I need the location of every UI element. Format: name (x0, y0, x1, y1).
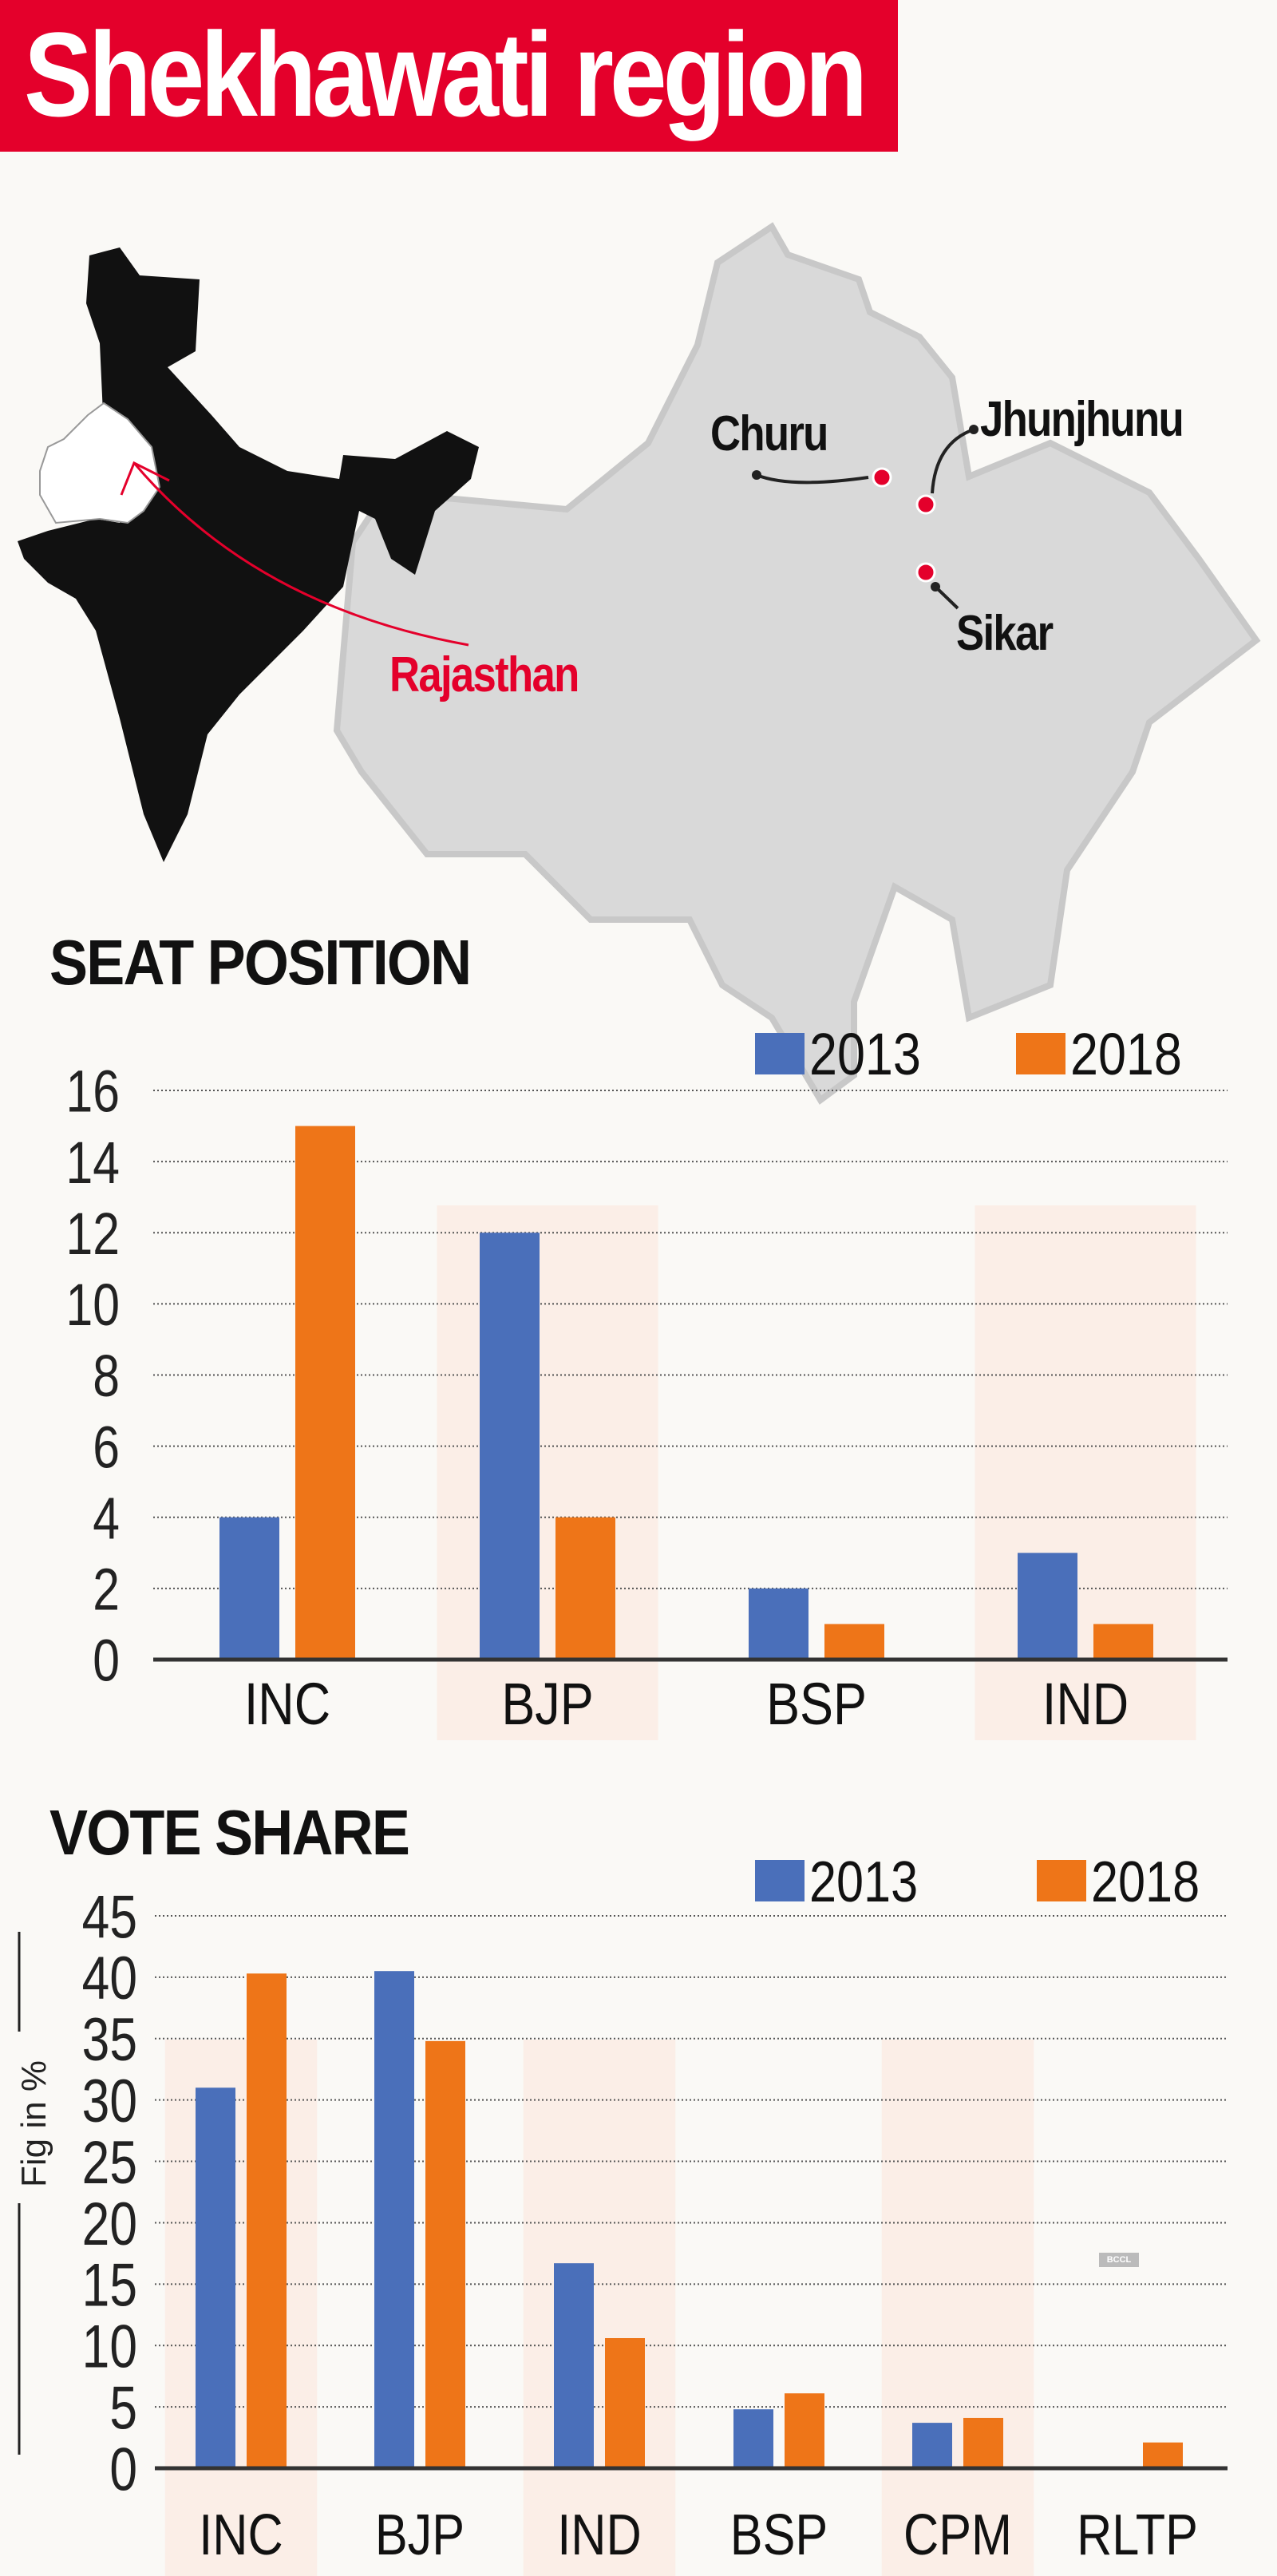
y-tick-label: 30 (82, 2067, 137, 2135)
y-tick-label: 35 (82, 2005, 137, 2073)
bar-bjp-2013 (374, 1971, 414, 2468)
y-tick-label: 0 (109, 2435, 137, 2503)
watermark: BCCL (1099, 2253, 1139, 2267)
bar-bjp-2018 (555, 1517, 615, 1660)
churu-leader-dot (752, 470, 761, 480)
legend-label-2013: 2013 (809, 1850, 918, 1914)
bar-rltp-2018 (1143, 2442, 1183, 2468)
x-category-label: BJP (501, 1671, 593, 1737)
y-tick-label: 0 (93, 1628, 120, 1694)
y-tick-label: 8 (93, 1344, 120, 1410)
legend-swatch-2013 (755, 1033, 805, 1074)
y-tick-label: 4 (93, 1486, 120, 1552)
y-tick-label: 2 (93, 1557, 120, 1623)
bar-cpm-2018 (963, 2417, 1003, 2468)
arrowhead-icon (120, 461, 170, 496)
bar-ind-2013 (554, 2263, 594, 2468)
y-tick-label: 10 (82, 2313, 137, 2380)
jhunjhunu-leader-line (931, 428, 975, 494)
x-category-label: RLTP (1077, 2503, 1198, 2567)
y-tick-label: 5 (109, 2374, 137, 2442)
y-tick-label: 45 (82, 1882, 137, 1950)
sikar-marker (915, 562, 936, 583)
sikar-leader-dot (931, 582, 940, 592)
legend-label-2013: 2013 (809, 1021, 921, 1087)
title-banner: Shekhawati region (0, 0, 898, 152)
vote-share-y-axis-label: Fig in % (14, 2060, 53, 2187)
y-tick-label: 12 (66, 1201, 120, 1267)
seat-position-heading: SEAT POSITION (49, 927, 472, 998)
bar-inc-2018 (295, 1126, 355, 1660)
page-title: Shekhawati region (24, 7, 868, 141)
label-churu: Churu (710, 406, 828, 461)
vote-share-heading: VOTE SHARE (49, 1797, 410, 1868)
category-band-ind (523, 2040, 676, 2576)
bar-bsp-2018 (785, 2393, 824, 2468)
category-band-inc (164, 2040, 318, 2576)
y-tick-label: 6 (93, 1415, 120, 1481)
legend-swatch-2013 (755, 1860, 805, 1901)
bar-ind-2018 (605, 2337, 645, 2468)
bar-inc-2013 (219, 1517, 279, 1660)
churu-leader-line (756, 473, 869, 485)
bar-ind-2018 (1093, 1624, 1153, 1660)
bar-bsp-2013 (733, 2409, 773, 2468)
jhunjhunu-marker (915, 494, 936, 515)
rajasthan-on-india-shape (39, 402, 161, 524)
bar-bjp-2013 (480, 1233, 540, 1660)
label-rajasthan: Rajasthan (389, 647, 579, 702)
churu-marker (872, 467, 892, 488)
label-sikar: Sikar (956, 606, 1054, 661)
rajasthan-map-shape (333, 222, 1261, 1105)
category-band-cpm (881, 2040, 1034, 2576)
y-tick-label: 40 (82, 1944, 137, 2012)
y-tick-label: 10 (66, 1272, 120, 1338)
x-category-label: INC (199, 2503, 283, 2567)
legend-swatch-2018 (1037, 1860, 1086, 1901)
x-category-label: INC (244, 1671, 330, 1737)
map (18, 222, 1261, 1105)
label-jhunjhunu: Jhunjhunu (980, 392, 1184, 447)
x-category-label: IND (1042, 1671, 1129, 1737)
sikar-leader-line (934, 585, 959, 610)
x-category-label: BSP (730, 2503, 828, 2567)
bar-bsp-2018 (824, 1624, 884, 1660)
bar-cpm-2013 (912, 2423, 952, 2468)
y-tick-label: 16 (66, 1059, 120, 1125)
legend-label-2018: 2018 (1070, 1021, 1182, 1087)
y-tick-label: 14 (66, 1130, 120, 1196)
bar-inc-2013 (196, 2087, 235, 2468)
x-category-label: IND (557, 2503, 641, 2567)
category-band-ind (975, 1205, 1196, 1740)
y-tick-label: 15 (82, 2251, 137, 2319)
y-tick-label: 20 (82, 2190, 137, 2257)
jhunjhunu-leader-dot (969, 425, 979, 434)
y-tick-label: 25 (82, 2128, 137, 2196)
category-band-bjp (437, 1205, 658, 1740)
legend-swatch-2018 (1016, 1033, 1065, 1074)
bar-bjp-2018 (425, 2040, 465, 2468)
india-map-shape (18, 247, 479, 862)
bar-inc-2018 (247, 1973, 287, 2468)
bar-bsp-2013 (749, 1588, 809, 1660)
bar-ind-2013 (1018, 1553, 1077, 1660)
x-category-label: CPM (903, 2503, 1012, 2567)
rajasthan-pointer-arrow (132, 462, 469, 647)
x-category-label: BJP (375, 2503, 465, 2567)
x-category-label: BSP (766, 1671, 867, 1737)
legend-label-2018: 2018 (1091, 1850, 1200, 1914)
